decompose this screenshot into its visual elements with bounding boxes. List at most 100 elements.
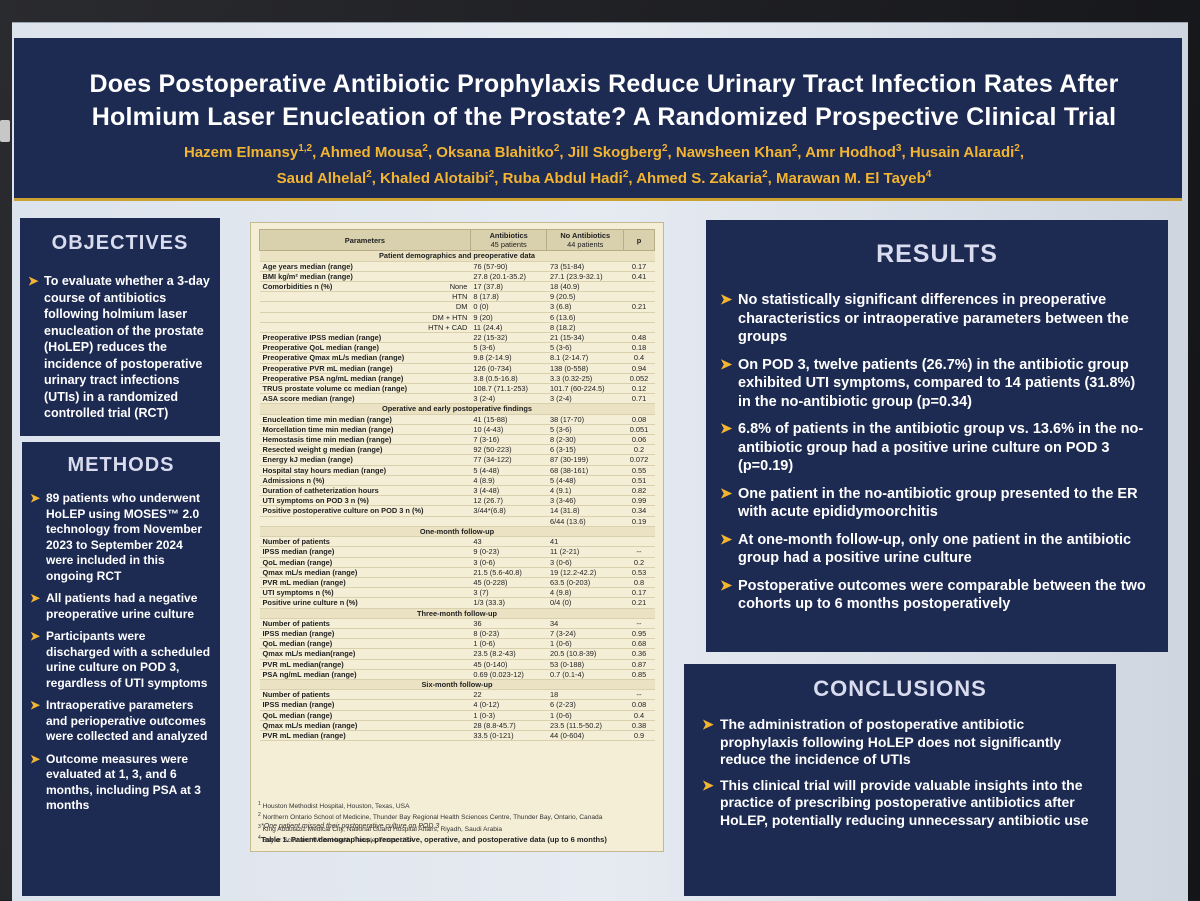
table-row: Morcellation time min median (range) 10 (…: [259, 424, 655, 436]
table-row: Age years median (range) 76 (57-90) 73 (51…: [259, 261, 655, 272]
cell-p-value: 0.53: [623, 567, 655, 578]
cell-antibiotics: 7 (3-16): [470, 434, 547, 446]
row-parameter: Hemostasis time min median (range): [259, 434, 471, 446]
table-row: IPSS median (range) 4 (0-12) 6 (2-23) 0.08: [259, 699, 655, 711]
cell-antibiotics: 3.8 (0.5-16.8): [470, 373, 547, 385]
cell-p-value: 0.12: [623, 383, 655, 395]
bullet-text: All patients had a negative preoperative…: [46, 591, 198, 621]
row-parameter: PSA ng/mL median (range): [259, 669, 471, 680]
cell-antibiotics: 11 (24.4): [470, 322, 547, 334]
author-affiliation-mark: 2: [622, 169, 629, 180]
methods-heading: METHODS: [67, 454, 175, 476]
cell-p-value: 0.08: [623, 699, 655, 711]
table-row: QoL median (range) 1 (0-6) 1 (0-6) 0.68: [259, 638, 655, 650]
row-parameter: Positive urine culture n (%): [259, 597, 471, 609]
cell-p-value: 0.68: [623, 638, 655, 650]
table-row: Enucleation time min median (range) 41 (1…: [259, 414, 655, 425]
cell-antibiotics: 4 (0-12): [470, 699, 547, 711]
cell-no-antibiotics: 4 (9.8): [546, 587, 624, 599]
cell-antibiotics: 108.7 (71.1-253): [470, 383, 547, 395]
cell-p-value: 0.36: [623, 648, 655, 660]
cell-p-value: 0.06: [623, 434, 655, 446]
affiliation-number: 1: [258, 801, 261, 807]
bullet-text: The administration of postoperative anti…: [720, 716, 1062, 767]
cell-p-value: 0.38: [623, 720, 655, 731]
author-affiliation-mark: 2: [366, 169, 372, 180]
row-parameter: ASA score median (range): [259, 393, 471, 405]
affiliation-line: 1 Houston Methodist Hospital, Houston, T…: [258, 800, 658, 811]
cell-p-value: 0.34: [623, 505, 655, 517]
cell-no-antibiotics: 38 (17-70): [546, 414, 624, 425]
results-heading: RESULTS: [876, 240, 998, 268]
cell-antibiotics: 9.8 (2-14.9): [470, 352, 547, 364]
section-label: One-month follow-up: [259, 526, 655, 538]
cell-p-value: 0.2: [623, 557, 655, 568]
row-parameter: QoL median (range): [259, 710, 471, 721]
cell-no-antibiotics: 68 (38-161): [546, 465, 624, 476]
cell-p-value: 0.95: [623, 628, 655, 640]
cell-antibiotics: 1/3 (33.3): [470, 597, 547, 609]
cell-p-value: [623, 291, 655, 303]
cell-p-value: 0.71: [623, 393, 655, 405]
cell-p-value: --: [623, 689, 655, 701]
cell-antibiotics: 10 (4-43): [470, 424, 547, 436]
table-row: DM 0 (0) 3 (6.8) 0.21: [259, 301, 655, 313]
author-name: Nawsheen Khan: [675, 144, 792, 161]
bullet-text: At one-month follow-up, only one patient…: [738, 531, 1132, 567]
table-section-row: Six-month follow-up: [259, 679, 655, 691]
bullet-item: ➤ This clinical trial will provide valuab…: [702, 777, 1096, 830]
row-parameter: Qmax mL/s median(range): [259, 648, 471, 660]
affiliation-text: Houston Methodist Hospital, Houston, Tex…: [262, 803, 410, 811]
bullet-text: Outcome measures were evaluated at 1, 3,…: [46, 751, 201, 813]
table-row: QoL median (range) 1 (0-3) 1 (0-6) 0.4: [259, 710, 655, 721]
bullet-item: ➤ All patients had a negative preoperativ…: [30, 591, 212, 622]
table-row: Qmax mL/s median (range) 28 (8.8-45.7) 23.…: [259, 720, 655, 731]
cell-p-value: [623, 322, 655, 334]
table-row: Preoperative IPSS median (range) 22 (15-3…: [259, 332, 655, 344]
cell-no-antibiotics: 5 (3-6): [546, 342, 624, 354]
table-row: Number of patients 43 41: [259, 536, 655, 548]
author-affiliation-mark: 2: [762, 169, 768, 180]
cell-no-antibiotics: 8 (2-30): [546, 434, 624, 446]
cell-antibiotics: 92 (50-223): [470, 444, 547, 456]
row-parameter: Preoperative PVR mL median (range): [259, 363, 471, 374]
cell-p-value: 0.17: [623, 261, 655, 272]
cell-p-value: 0.19: [623, 516, 655, 527]
table-row: Preoperative PSA ng/mL median (range) 3.8…: [259, 373, 655, 385]
row-parameter: IPSS median (range): [259, 699, 471, 711]
results-list: ➤ No statistically significant difference…: [720, 291, 1148, 614]
cell-p-value: 0.072: [623, 454, 655, 466]
col-header-p: p: [623, 228, 655, 252]
author-name: Hazem Elmansy: [183, 144, 299, 161]
cell-no-antibiotics: 3 (6.8): [546, 301, 624, 313]
methods-panel: METHODS ➤ 89 patients who underwent HoLEP…: [22, 442, 220, 896]
author-affiliation-mark: 2: [791, 143, 798, 154]
bullet-item: ➤ Outcome measures were evaluated at 1, 3…: [30, 752, 212, 814]
table-body: Patient demographics and preoperative da…: [259, 250, 655, 742]
col-header-no-antibiotics-label: No Antibiotics: [560, 231, 611, 240]
row-parameter: Preoperative Qmax mL/s median (range): [259, 352, 471, 364]
bullet-item: ➤ 89 patients who underwent HoLEP using M…: [30, 491, 212, 584]
cell-no-antibiotics: 21 (15-34): [546, 332, 624, 344]
table-row: Positive postoperative culture on POD 3 …: [259, 505, 655, 517]
cell-p-value: 0.17: [623, 587, 655, 599]
cell-no-antibiotics: 6 (13.6): [546, 312, 624, 323]
bullet-arrow-icon: ➤: [720, 356, 733, 373]
author-name: Oksana Blahitko: [436, 144, 554, 161]
row-parameter: Number of patients: [259, 536, 471, 548]
cell-no-antibiotics: 1 (0-6): [546, 710, 624, 721]
author-affiliation-mark: 2: [661, 143, 668, 154]
author-affiliation-mark: 2: [553, 143, 560, 154]
row-parameter: IPSS median (range): [259, 628, 471, 640]
section-label: Patient demographics and preoperative da…: [259, 250, 655, 262]
cell-no-antibiotics: 3 (0-6): [546, 557, 624, 568]
row-subcategory: HTN: [452, 292, 468, 302]
bullet-text: No statistically significant differences…: [738, 292, 1129, 345]
bullet-text: Participants were discharged with a sche…: [46, 629, 211, 690]
cell-antibiotics: 0 (0): [470, 301, 547, 313]
table-row: QoL median (range) 3 (0-6) 3 (0-6) 0.2: [259, 557, 655, 568]
table-row: Number of patients 22 18 --: [259, 689, 655, 701]
cell-antibiotics: 5 (4-48): [470, 465, 547, 476]
cell-p-value: 0.4: [623, 352, 655, 364]
row-parameter: Preoperative QoL median (range): [259, 342, 471, 354]
